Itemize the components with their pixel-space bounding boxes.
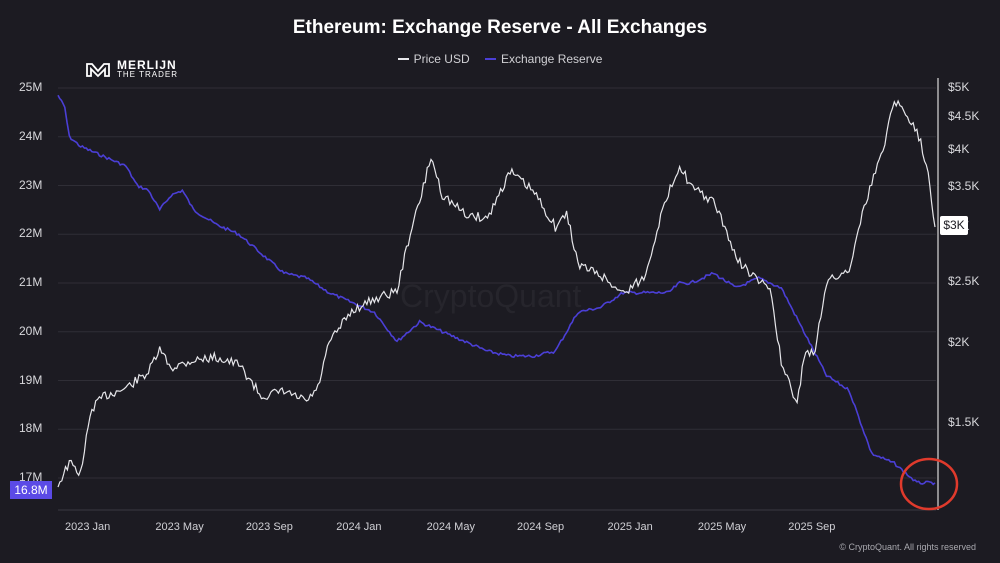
chart-legend: Price USD Exchange Reserve bbox=[0, 49, 1000, 66]
legend-reserve-label: Exchange Reserve bbox=[500, 52, 603, 66]
legend-reserve-swatch bbox=[484, 58, 496, 60]
x-tick-label: 2025 Sep bbox=[788, 521, 836, 533]
y-right-tick-label: $1.5K bbox=[948, 415, 980, 429]
legend-reserve[interactable]: Exchange Reserve bbox=[484, 52, 603, 66]
y-right-tick-label: $2K bbox=[948, 335, 970, 349]
y-left-tick-label: 18M bbox=[19, 421, 43, 436]
x-tick-label: 2025 Jan bbox=[607, 521, 653, 533]
y-right-tick-label: $4K bbox=[948, 142, 970, 156]
copyright: © CryptoQuant. All rights reserved bbox=[839, 542, 976, 552]
y-left-tick-label: 25M bbox=[19, 80, 43, 94]
grid-lines bbox=[58, 87, 936, 511]
x-tick-label: 2023 Sep bbox=[245, 521, 293, 533]
logo-mark-icon bbox=[86, 63, 110, 78]
x-tick-label: 2024 Sep bbox=[517, 521, 565, 533]
x-tick-label: 2023 Jan bbox=[65, 521, 111, 533]
current-reserve-badge: 16.8M bbox=[10, 481, 52, 499]
current-price-badge: $3K bbox=[940, 216, 968, 235]
watermark: CryptoQuant bbox=[400, 278, 582, 314]
series-line-exchange-reserve bbox=[57, 94, 936, 486]
y-left-tick-label: 21M bbox=[19, 275, 43, 289]
logo-tagline: THE TRADER bbox=[117, 70, 178, 79]
y-left-tick-label: 22M bbox=[19, 226, 43, 241]
x-tick-label: 2024 Jan bbox=[336, 521, 382, 533]
merlijn-logo: MERLIJN THE TRADER bbox=[85, 58, 178, 80]
y-right-tick-label: $2.5K bbox=[948, 274, 980, 288]
highlight-circle bbox=[899, 457, 959, 511]
legend-price[interactable]: Price USD bbox=[397, 52, 470, 66]
x-tick-label: 2024 May bbox=[426, 521, 475, 533]
x-tick-label: 2023 May bbox=[155, 521, 204, 533]
y-left-tick-label: 24M bbox=[19, 128, 43, 143]
y-left-tick-label: 20M bbox=[19, 323, 43, 338]
y-right-tick-label: $4.5K bbox=[948, 109, 980, 123]
legend-price-swatch bbox=[397, 58, 409, 60]
y-left-tick-label: 23M bbox=[19, 177, 43, 192]
legend-price-label: Price USD bbox=[413, 52, 470, 66]
y-right-tick-label: $3.5K bbox=[948, 179, 980, 193]
logo-name: MERLIJN bbox=[117, 58, 177, 72]
y-left-tick-label: 17M bbox=[19, 470, 43, 484]
y-right-tick-label: $5K bbox=[948, 80, 970, 94]
y-left-tick-label: 19M bbox=[19, 372, 43, 387]
x-tick-label: 2025 May bbox=[697, 521, 747, 533]
series-line-price-usd bbox=[57, 99, 936, 488]
chart-title: Ethereum: Exchange Reserve - All Exchang… bbox=[292, 17, 708, 38]
